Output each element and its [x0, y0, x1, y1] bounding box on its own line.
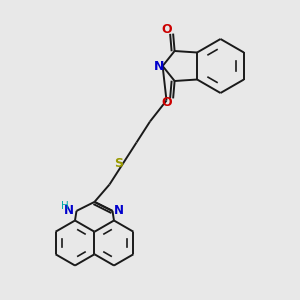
- Text: N: N: [114, 204, 124, 217]
- Text: N: N: [64, 204, 74, 217]
- Text: N: N: [154, 59, 164, 73]
- Text: O: O: [161, 96, 172, 109]
- Text: S: S: [114, 157, 123, 170]
- Text: H: H: [61, 201, 69, 212]
- Text: O: O: [161, 23, 172, 36]
